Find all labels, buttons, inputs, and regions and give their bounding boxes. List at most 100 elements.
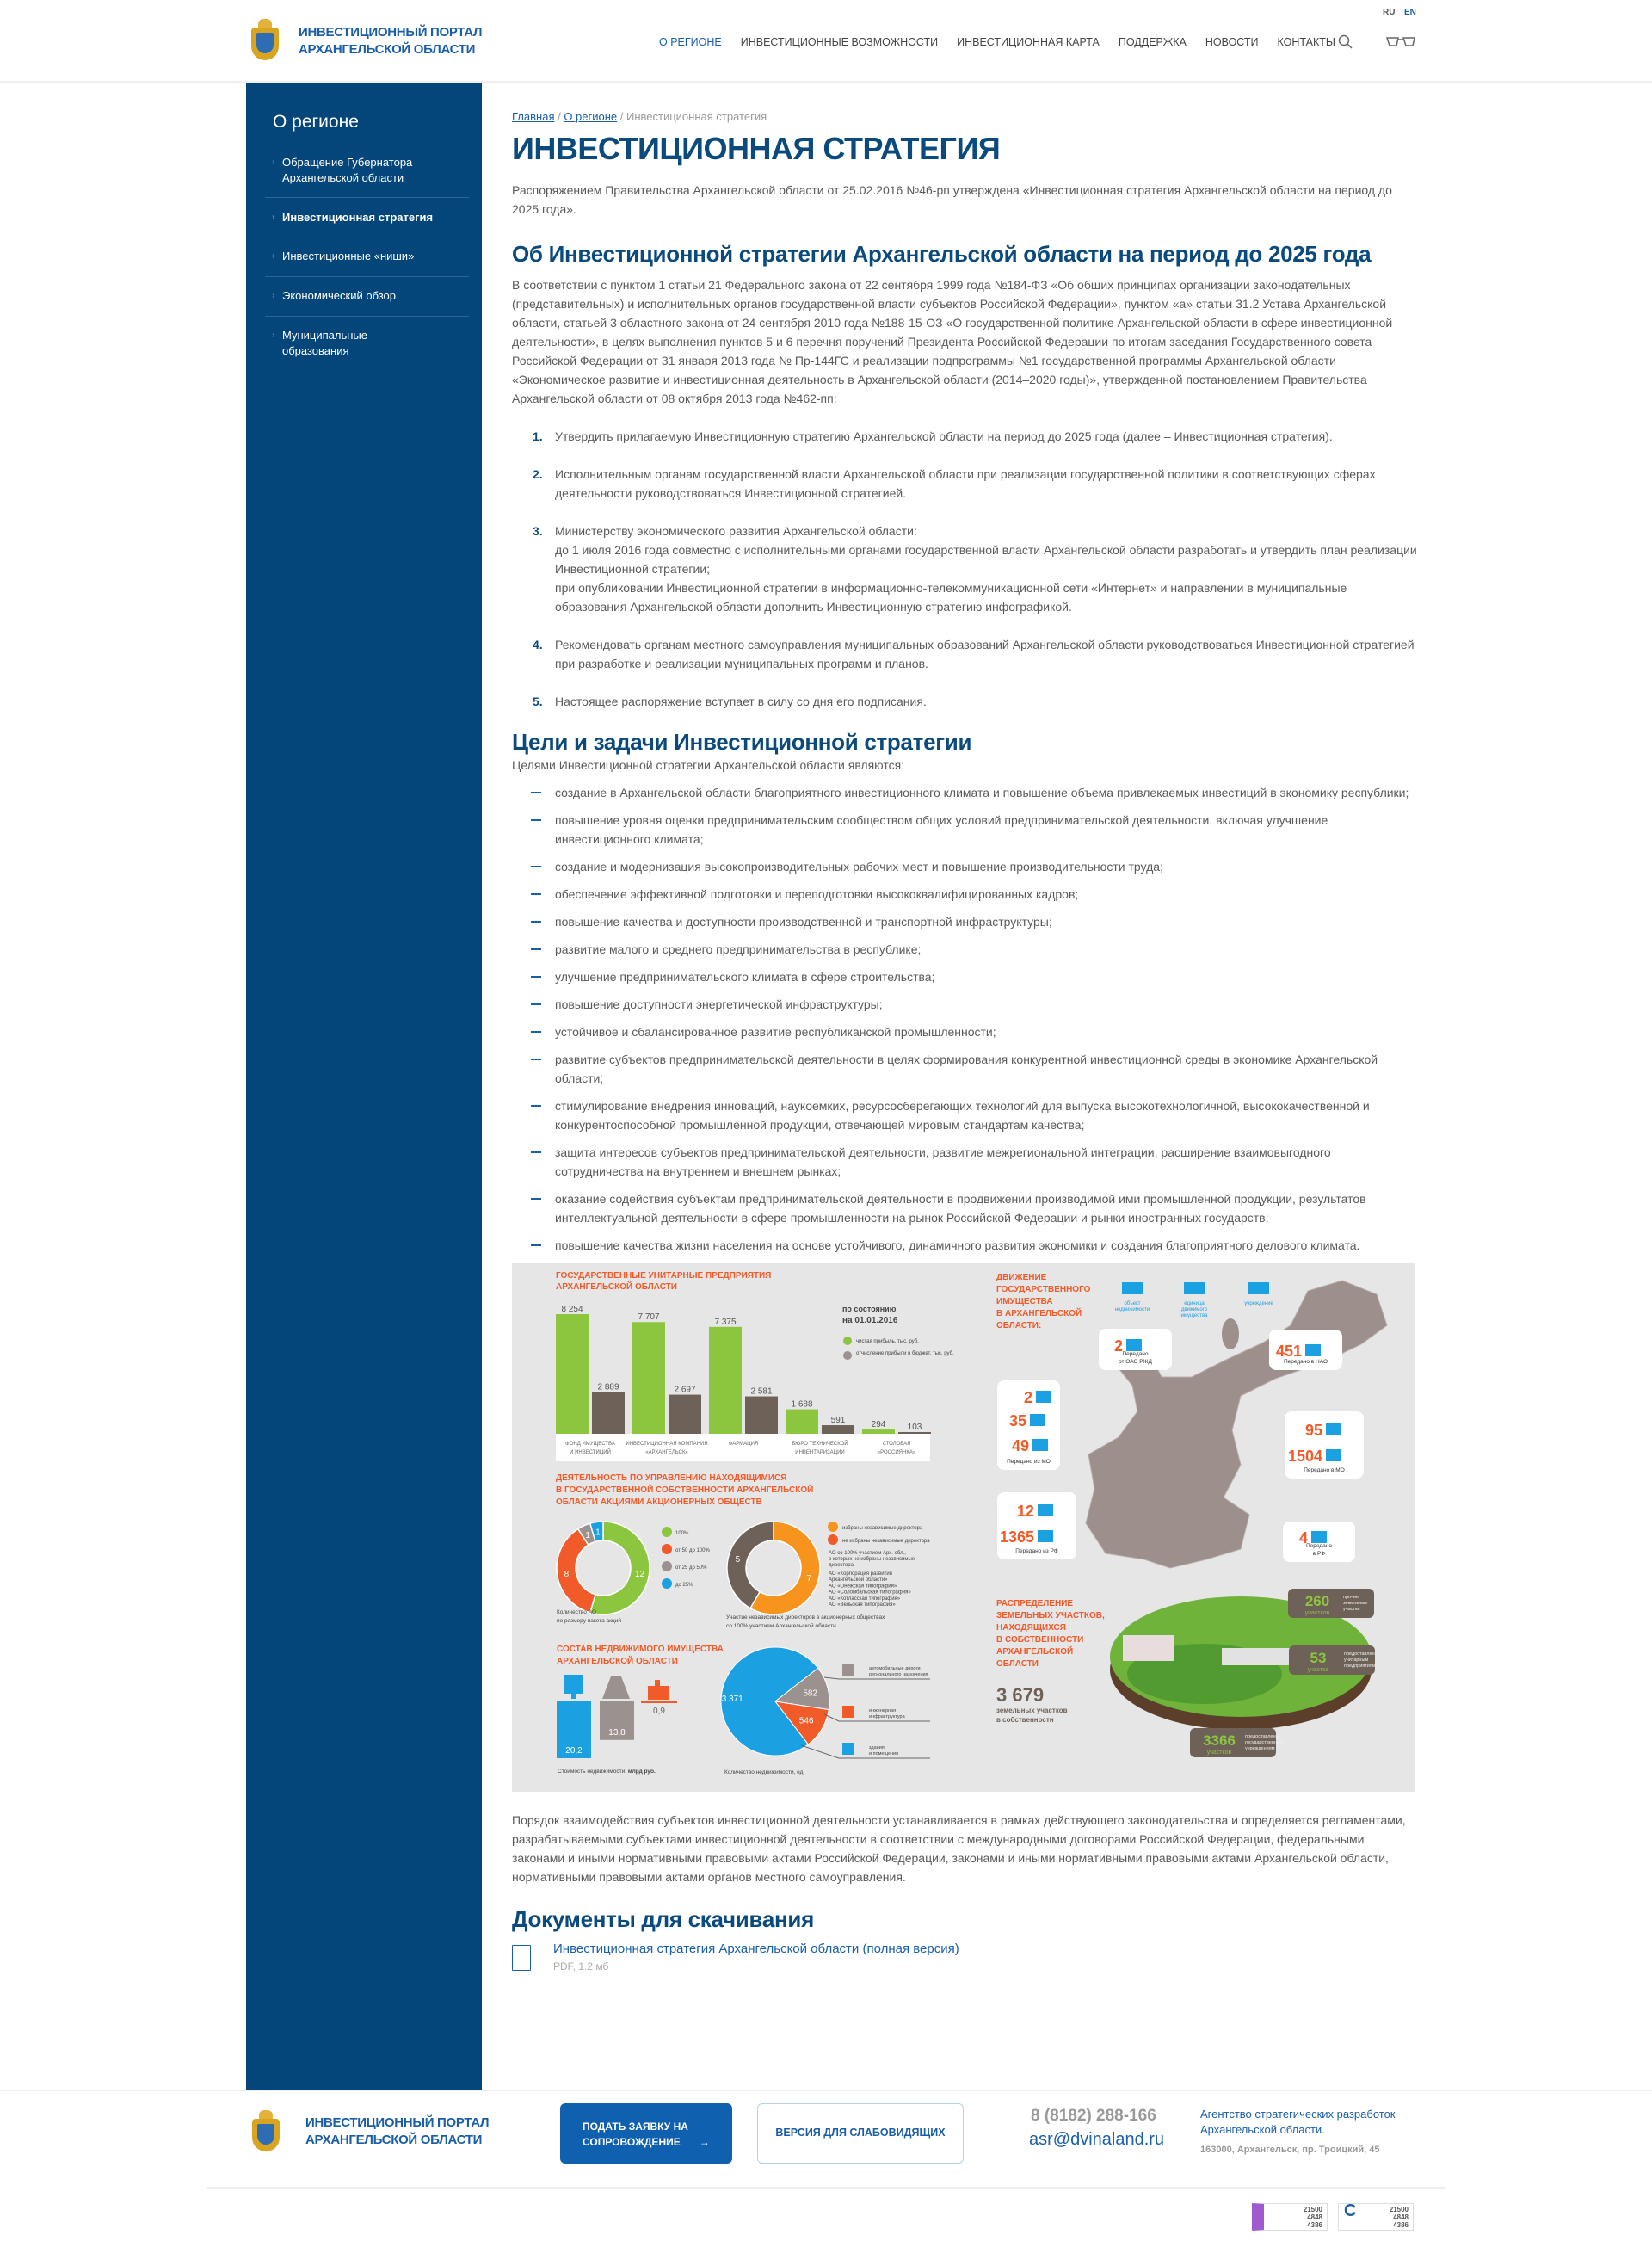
document-download-link[interactable]: Инвестиционная стратегия Архангельской о… — [553, 1942, 959, 1956]
main-nav: О регионе Инвестиционные возможности Инв… — [659, 36, 1335, 48]
leader-line — [800, 1744, 930, 1759]
pie-slice — [726, 1521, 774, 1609]
legend-swatch — [662, 1578, 672, 1589]
goal-item: создание и модернизация высокопроизводит… — [531, 857, 1417, 876]
legend-swatch-budget — [843, 1351, 852, 1360]
email-link[interactable]: asr@dvinaland.ru — [1029, 2130, 1165, 2149]
goal-item: развитие малого и среднего предпринимате… — [531, 940, 1417, 959]
slice-label: 8 — [564, 1570, 570, 1579]
dash-bullet-icon — [531, 819, 541, 821]
bar — [786, 1409, 818, 1434]
breadcrumb: Главная / О регионе / Инвестиционная стр… — [512, 110, 767, 123]
pie-slice — [720, 1646, 819, 1756]
breadcrumb-about-region[interactable]: О регионе — [564, 110, 618, 123]
land-callout-text: предоставлены — [1245, 1734, 1279, 1739]
land-callout-text: участки — [1343, 1607, 1359, 1612]
dash-bullet-icon — [531, 948, 541, 950]
land-total-caption: земельных участков — [996, 1707, 1068, 1714]
transfer-caption: Передано в НАО — [1284, 1359, 1328, 1365]
legend-profit: чистая прибыль, тыс. руб. — [856, 1339, 919, 1344]
sidebar-item-label: Инвестиционная стратегия — [282, 211, 434, 224]
bar-value-label: 2 581 — [750, 1387, 772, 1397]
nav-investment-opportunities[interactable]: Инвестиционные возможности — [740, 36, 939, 48]
nav-support[interactable]: Поддержка — [1118, 36, 1187, 48]
coat-of-arms-logo[interactable] — [246, 19, 284, 64]
sidebar-item-investment-niches[interactable]: › Инвестиционные «ниши» — [265, 249, 476, 264]
bar-value-label: 8 254 — [561, 1305, 583, 1314]
section-title: В СОБСТВЕННОСТИ — [996, 1635, 1083, 1645]
bar-value-label: 2 697 — [674, 1386, 695, 1395]
transfer-caption: Передано из РФ — [1015, 1548, 1057, 1554]
sidebar-item-label: Экономический обзор — [282, 289, 397, 302]
goal-text: улучшение предпринимательского климата в… — [555, 970, 935, 984]
land-callout-text: предоставлены — [1344, 1651, 1378, 1657]
ao-note: в которых не избраны независимые — [829, 1557, 915, 1562]
sidebar-item-municipalities[interactable]: › Муниципальные образования — [265, 328, 385, 359]
breadcrumb-home[interactable]: Главная — [512, 110, 555, 123]
accessibility-version-button[interactable]: ВЕРСИЯ ДЛЯ СЛАБОВИДЯЩИХ — [757, 2103, 964, 2164]
donut-caption: по размеру пакета акций — [557, 1617, 621, 1624]
dash-bullet-icon — [531, 1031, 541, 1033]
legend-label: объект — [1124, 1301, 1140, 1306]
site-logo-text[interactable]: ИНВЕСТИЦИОННЫЙ ПОРТАЛ АРХАНГЕЛЬСКОЙ ОБЛА… — [299, 24, 483, 59]
logo-line-1: ИНВЕСТИЦИОННЫЙ ПОРТАЛ — [299, 25, 483, 40]
house-icon — [1030, 1414, 1045, 1426]
bar — [862, 1429, 895, 1434]
goal-text: защита интересов субъектов предпринимате… — [555, 1145, 1331, 1178]
land-buildings — [1222, 1648, 1291, 1665]
chevron-right-icon: › — [272, 213, 275, 222]
leader-line — [823, 1713, 930, 1722]
stats-counter-yandex[interactable]: C 21500 4848 4386 — [1338, 2202, 1414, 2231]
land-callout-text: унитарным — [1344, 1658, 1368, 1663]
item-text: Министерству экономического развития Арх… — [555, 524, 917, 538]
legend-swatch — [662, 1561, 672, 1571]
agency-name[interactable]: Агентство стратегических разработок Арха… — [1200, 2108, 1396, 2136]
bar-chart-label-strip — [556, 1434, 930, 1461]
sidebar-item-investment-strategy[interactable]: › Инвестиционная стратегия — [265, 210, 476, 225]
category-tick-label: «РОССИЯНКА» — [878, 1450, 916, 1455]
sidebar-item-economic-review[interactable]: › Экономический обзор — [265, 288, 476, 304]
glasses-icon[interactable] — [1385, 36, 1416, 52]
goal-text: стимулирование внедрения инноваций, наук… — [555, 1099, 1370, 1132]
bar — [898, 1432, 931, 1434]
lang-ru[interactable]: RU — [1383, 8, 1396, 17]
chevron-right-icon: › — [272, 291, 275, 300]
search-icon[interactable] — [1338, 34, 1353, 54]
decision-item: 4. Рекомендовать органам местного самоупр… — [533, 635, 1417, 673]
nav-contacts[interactable]: Контакты — [1277, 36, 1335, 48]
legend-label: не избраны независимые директора — [842, 1539, 930, 1544]
item-text: Рекомендовать органам местного самоуправ… — [555, 638, 1415, 670]
goal-item: стимулирование внедрения инноваций, наук… — [531, 1096, 1417, 1134]
phone[interactable]: 8 (8182) 288-166 — [1031, 2107, 1156, 2125]
pie-slice — [774, 1701, 829, 1745]
ao-list-item: АО «Корпорация развития — [829, 1571, 892, 1577]
institution-icon — [1036, 1391, 1051, 1403]
dash-bullet-icon — [531, 976, 541, 978]
coat-of-arms-logo[interactable] — [247, 2110, 285, 2155]
ao-note: АО со 100% участием Арх. обл., — [829, 1551, 906, 1556]
goal-item: улучшение предпринимательского климата в… — [531, 967, 1417, 986]
decisions-list: 1. Утвердить прилагаемую Инвестиционную с… — [512, 427, 1417, 711]
stats-counter-liveinternet[interactable]: 21500 4848 4386 — [1252, 2203, 1328, 2231]
legend-swatch-profit — [843, 1337, 852, 1345]
sidebar-item-governor-address[interactable]: › Обращение Губернатора Архангельской обл… — [265, 155, 476, 186]
legend-label: инженерная — [869, 1708, 896, 1713]
nav-news[interactable]: Новости — [1205, 36, 1259, 48]
legend-swatch — [662, 1527, 672, 1537]
goal-text: повышение доступности энергетической инф… — [555, 997, 883, 1011]
footer-logo-text[interactable]: ИНВЕСТИЦИОННЫЙ ПОРТАЛ АРХАНГЕЛЬСКОЙ ОБЛА… — [305, 2114, 490, 2149]
site-footer: ИНВЕСТИЦИОННЫЙ ПОРТАЛ АРХАНГЕЛЬСКОЙ ОБЛА… — [0, 2090, 1652, 2241]
donut-caption: Количество АО — [557, 1609, 596, 1615]
item-text: Утвердить прилагаемую Инвестиционную стр… — [555, 429, 1333, 443]
tractor-icon — [1326, 1449, 1341, 1461]
lang-en[interactable]: EN — [1404, 8, 1416, 17]
main-content: Главная / О регионе / Инвестиционная стр… — [512, 110, 1417, 1972]
land-total-caption: в собственности — [996, 1716, 1054, 1724]
legend-budget: отчисление прибыли в бюджет, тыс. руб. — [856, 1351, 954, 1356]
nav-about-region[interactable]: О регионе — [659, 36, 722, 48]
nav-investment-map[interactable]: Инвестиционная карта — [957, 36, 1100, 48]
apply-for-support-button[interactable]: ПОДАТЬ ЗАЯВКУ НА СОПРОВОЖДЕНИЕ → — [560, 2103, 732, 2164]
transfer-caption: в РФ — [1313, 1551, 1326, 1557]
